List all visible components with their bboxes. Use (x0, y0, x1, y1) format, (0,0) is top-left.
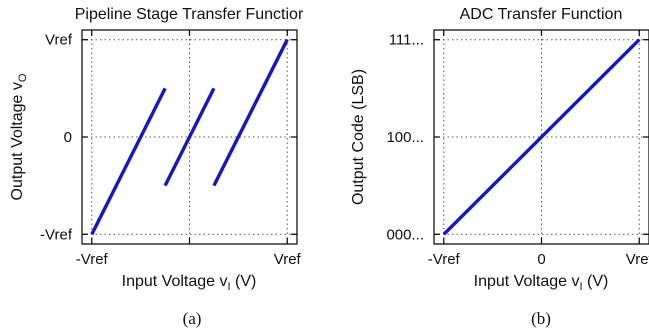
chart-b: ADC Transfer Function -Vref 0 Vref 000... 10… (350, 6, 649, 328)
chart-a-ytick-label-2: Vref (45, 32, 73, 49)
chart-a-series (90, 38, 289, 236)
chart-b-title: ADC Transfer Function (460, 6, 623, 23)
chart-b-ylabel: Output Code (LSB) (350, 69, 367, 205)
chart-b-xlabel: Input Voltage vI (V) (474, 273, 609, 293)
chart-a-ylabel: Output Voltage vO (9, 73, 29, 200)
chart-b-series-line-0 (442, 38, 641, 236)
chart-b-xtick-label-0: -Vref (428, 251, 461, 268)
chart-b-xlabel-main: Input Voltage v (474, 273, 580, 290)
chart-a-title: Pipeline Stage Transfer Functior (75, 6, 304, 23)
chart-b-series (442, 38, 641, 236)
chart-a-xtick-label-2: Vref (274, 251, 302, 268)
chart-b-ytick-label-0: 000... (386, 226, 424, 243)
chart-b-ticks: -Vref 0 Vref 000... 100... 111... (386, 30, 649, 268)
chart-b-xtick-label-1: 0 (537, 251, 545, 268)
chart-a-xlabel-sub: I (228, 281, 231, 293)
chart-a-ytick-label-1: 0 (64, 129, 72, 146)
chart-b-ytick-label-1: 100... (386, 129, 424, 146)
chart-a-series-line-0 (90, 87, 167, 236)
chart-a-xlabel-unit: (V) (231, 273, 257, 290)
chart-a-ylabel-sub: O (17, 73, 29, 82)
chart-a: Pipeline Stage Transfer Functior -Vref Vr… (9, 6, 304, 328)
chart-b-ytick-label-2: 111... (389, 32, 424, 49)
chart-b-xlabel-sub: I (580, 281, 583, 293)
chart-a-xtick-label-0: -Vref (76, 251, 109, 268)
chart-b-caption: (b) (531, 309, 551, 328)
chart-a-xlabel: Input Voltage vI (V) (122, 273, 257, 293)
chart-a-caption: (a) (183, 309, 202, 328)
chart-a-series-line-2 (212, 38, 289, 187)
chart-a-ticks: -Vref Vref -Vref 0 Vref (40, 30, 302, 268)
chart-a-ylabel-main: Output Voltage v (9, 82, 26, 200)
chart-a-xlabel-main: Input Voltage v (122, 273, 228, 290)
chart-b-xtick-label-2: Vref (626, 251, 649, 268)
chart-b-xlabel-unit: (V) (583, 273, 609, 290)
chart-a-ytick-label-0: -Vref (40, 226, 73, 243)
chart-a-series-line-1 (163, 87, 216, 187)
